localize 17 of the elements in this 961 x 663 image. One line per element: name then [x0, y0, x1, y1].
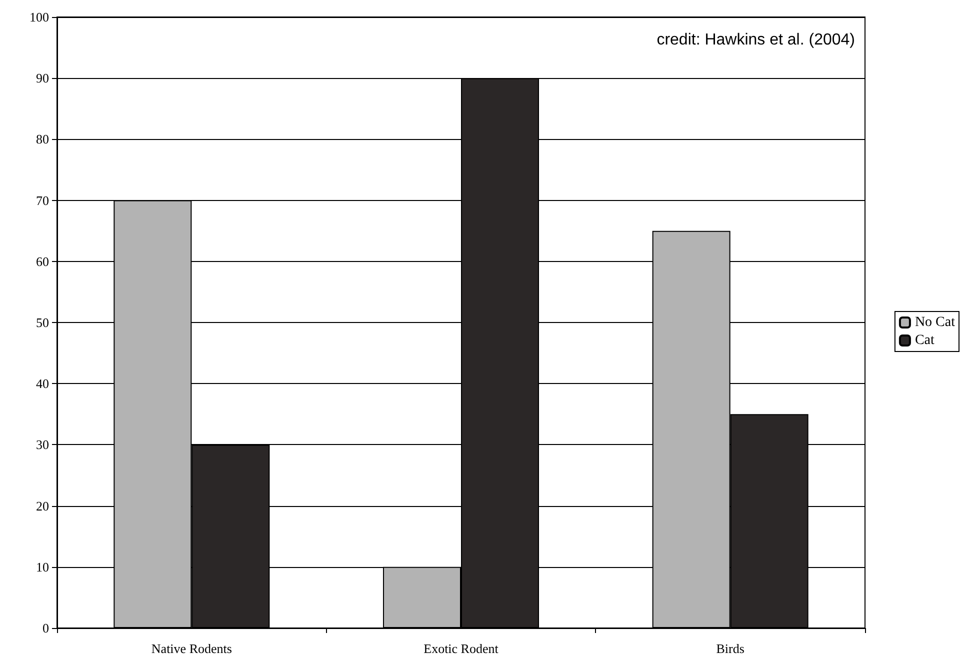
y-tick-label: 10 — [36, 559, 49, 574]
y-tick-label: 100 — [30, 10, 49, 24]
legend-label: No Cat — [914, 315, 956, 330]
y-tick-label: 0 — [42, 620, 49, 636]
x-tick-label: Exotic Rodent — [424, 641, 499, 656]
x-tick-label: Native Rodents — [151, 641, 232, 656]
y-tick-label: 20 — [36, 498, 49, 514]
y-tick-label: 50 — [36, 315, 49, 330]
y-tick-label: 70 — [36, 192, 49, 208]
legend-label: Cat — [914, 333, 934, 348]
y-tick-label: 80 — [36, 132, 49, 147]
y-tick-label: 90 — [36, 70, 49, 86]
y-tick-label: 30 — [36, 437, 49, 452]
y-tick-label: 60 — [36, 254, 49, 269]
annotation: credit: Hawkins et al. (2004) — [656, 32, 856, 48]
y-tick-label: 40 — [36, 376, 49, 392]
x-tick-label: Birds — [716, 641, 744, 656]
